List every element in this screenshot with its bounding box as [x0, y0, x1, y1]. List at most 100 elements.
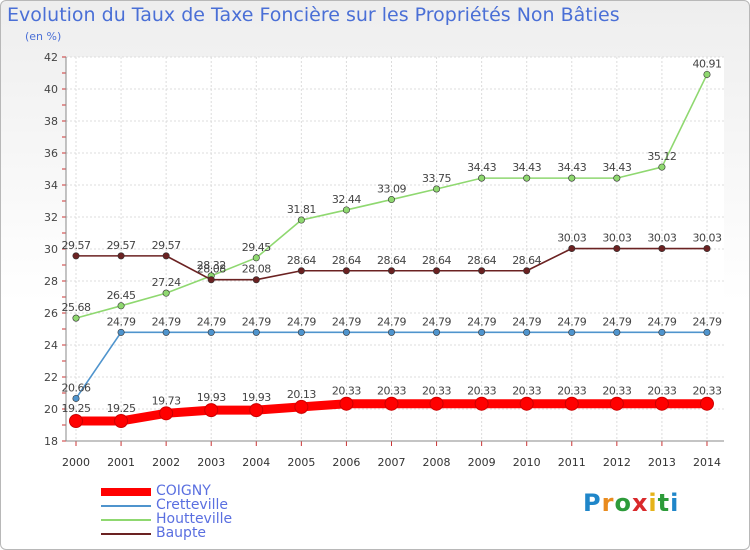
data-label-baupte: 30.03	[602, 232, 631, 245]
y-tick-label: 42	[44, 51, 58, 64]
data-label-baupte: 28.08	[197, 263, 226, 276]
data-label-baupte: 28.08	[242, 263, 271, 276]
data-label-houtteville: 29.45	[242, 241, 271, 254]
logo-letter: r	[601, 489, 615, 517]
data-label-houtteville: 40.91	[692, 57, 721, 70]
legend-item-coigny: COIGNY	[101, 483, 301, 499]
data-point-coigny	[114, 414, 129, 428]
data-label-cretteville: 24.79	[107, 315, 136, 328]
data-label-coigny: 19.93	[242, 391, 271, 404]
data-point-coigny	[339, 396, 354, 411]
data-label-baupte: 28.64	[512, 254, 541, 267]
data-label-cretteville: 24.79	[242, 315, 271, 328]
y-tick-label: 22	[44, 371, 58, 384]
data-label-cretteville: 24.79	[422, 315, 451, 328]
data-label-houtteville: 34.43	[557, 161, 586, 174]
data-label-coigny: 20.33	[512, 385, 541, 398]
y-tick-label: 34	[44, 179, 58, 192]
data-point-baupte	[433, 267, 441, 275]
data-point-baupte	[72, 252, 80, 260]
data-point-houtteville	[613, 174, 621, 182]
data-label-houtteville: 34.43	[467, 161, 496, 174]
x-tick-label: 2006	[332, 456, 360, 469]
data-label-houtteville: 32.44	[332, 193, 361, 206]
data-point-houtteville	[252, 254, 260, 262]
data-point-baupte	[523, 267, 531, 275]
legend-item-houtteville: Houtteville	[101, 511, 301, 527]
data-label-cretteville: 24.79	[377, 315, 406, 328]
y-tick-label: 38	[44, 115, 58, 128]
data-point-cretteville	[387, 328, 395, 336]
data-point-cretteville	[342, 328, 350, 336]
data-point-coigny	[159, 406, 174, 421]
data-label-coigny: 20.33	[377, 385, 406, 398]
data-point-houtteville	[523, 174, 531, 182]
logo-letter: x	[631, 489, 649, 517]
data-point-baupte	[297, 267, 305, 275]
x-tick-label: 2011	[558, 456, 586, 469]
data-point-coigny	[699, 396, 714, 411]
legend-swatch	[101, 533, 151, 535]
y-tick-label: 40	[44, 83, 58, 96]
data-label-coigny: 20.33	[422, 385, 451, 398]
data-label-houtteville: 34.43	[512, 161, 541, 174]
data-label-cretteville: 24.79	[332, 315, 361, 328]
data-label-baupte: 28.64	[422, 254, 451, 267]
logo-letter: i	[670, 489, 680, 517]
data-point-baupte	[613, 245, 621, 253]
data-label-coigny: 20.33	[692, 385, 721, 398]
data-point-cretteville	[117, 328, 125, 336]
legend-label: Houtteville	[156, 511, 233, 527]
data-point-houtteville	[162, 289, 170, 297]
data-point-coigny	[204, 403, 219, 418]
data-point-baupte	[252, 276, 260, 284]
y-tick-label: 24	[44, 339, 58, 352]
legend: COIGNY Cretteville Houtteville Baupte	[101, 483, 301, 541]
data-label-cretteville: 24.79	[512, 315, 541, 328]
y-tick-label: 32	[44, 211, 58, 224]
legend-item-cretteville: Cretteville	[101, 497, 301, 513]
data-label-baupte: 29.57	[62, 239, 91, 252]
proxiti-logo: Proxiti	[583, 489, 679, 517]
data-point-baupte	[478, 267, 486, 275]
data-point-cretteville	[207, 328, 215, 336]
data-label-coigny: 19.93	[197, 391, 226, 404]
data-point-cretteville	[297, 328, 305, 336]
data-point-cretteville	[523, 328, 531, 336]
data-label-cretteville: 20.66	[62, 381, 91, 394]
data-label-baupte: 28.64	[467, 254, 496, 267]
legend-item-baupte: Baupte	[101, 525, 301, 541]
y-tick-label: 30	[44, 243, 58, 256]
data-label-coigny: 19.25	[107, 402, 136, 415]
data-point-houtteville	[568, 174, 576, 182]
data-label-houtteville: 33.09	[377, 183, 406, 196]
data-label-coigny: 20.13	[287, 388, 316, 401]
data-point-houtteville	[342, 206, 350, 214]
data-point-coigny	[609, 396, 624, 411]
data-label-baupte: 28.64	[332, 254, 361, 267]
data-label-houtteville: 25.68	[62, 301, 91, 314]
y-tick-label: 28	[44, 275, 58, 288]
data-point-cretteville	[478, 328, 486, 336]
data-point-houtteville	[433, 185, 441, 193]
data-label-baupte: 29.57	[152, 239, 181, 252]
data-label-cretteville: 24.79	[692, 315, 721, 328]
data-point-baupte	[703, 245, 711, 253]
data-label-baupte: 29.57	[107, 239, 136, 252]
x-tick-label: 2005	[287, 456, 315, 469]
data-point-cretteville	[703, 328, 711, 336]
data-label-baupte: 30.03	[647, 232, 676, 245]
y-tick-label: 20	[44, 403, 58, 416]
data-point-cretteville	[252, 328, 260, 336]
data-label-coigny: 20.33	[647, 385, 676, 398]
data-point-baupte	[162, 252, 170, 260]
data-label-houtteville: 34.43	[602, 161, 631, 174]
x-tick-label: 2012	[603, 456, 631, 469]
data-point-houtteville	[703, 70, 711, 78]
data-point-baupte	[342, 267, 350, 275]
x-tick-label: 2008	[423, 456, 451, 469]
data-label-coigny: 19.73	[152, 394, 181, 407]
data-label-baupte: 30.03	[557, 232, 586, 245]
data-point-baupte	[658, 245, 666, 253]
